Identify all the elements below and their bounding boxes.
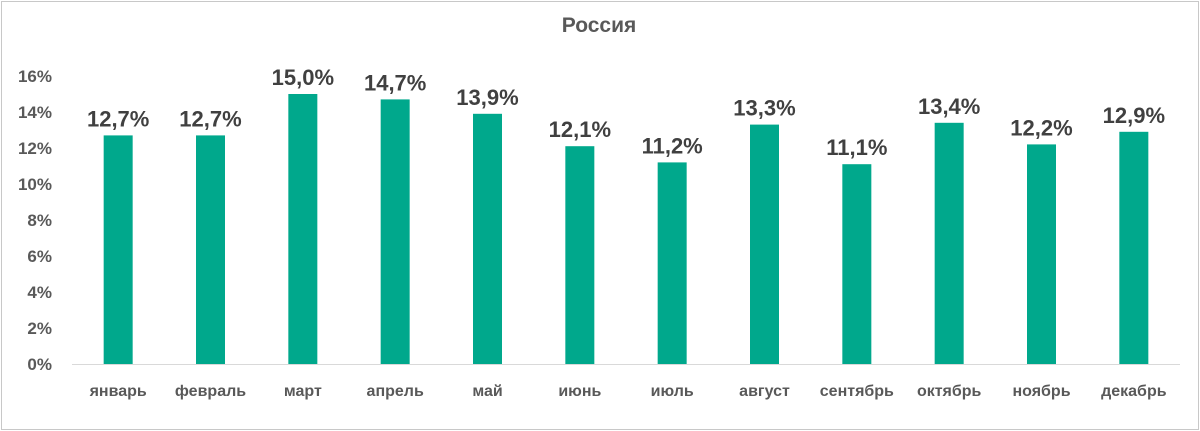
- data-label: 12,2%: [1010, 115, 1072, 140]
- x-tick-label: февраль: [175, 383, 246, 400]
- bar: [288, 94, 318, 364]
- bar: [934, 122, 964, 364]
- y-tick-label: 12%: [18, 139, 52, 158]
- data-label: 11,2%: [642, 133, 703, 158]
- data-label: 13,3%: [733, 96, 795, 121]
- y-tick-label: 2%: [27, 319, 52, 338]
- bar: [842, 164, 872, 364]
- data-label: 12,1%: [549, 117, 611, 142]
- x-tick-label: апрель: [367, 383, 424, 400]
- y-tick-label: 4%: [27, 283, 52, 302]
- data-label: 12,7%: [87, 106, 149, 131]
- data-label: 15,0%: [272, 65, 334, 90]
- x-tick-label: март: [284, 383, 322, 400]
- bar: [473, 113, 502, 364]
- y-tick-label: 10%: [18, 175, 52, 194]
- data-label: 13,9%: [456, 85, 518, 110]
- bar: [1027, 144, 1056, 364]
- data-label: 13,4%: [918, 94, 980, 119]
- y-tick-label: 14%: [18, 103, 52, 122]
- x-tick-label: ноябрь: [1012, 383, 1070, 400]
- data-label: 11,1%: [826, 135, 887, 160]
- bar: [380, 99, 410, 365]
- y-tick-label: 0%: [27, 355, 52, 374]
- y-tick-label: 8%: [27, 211, 52, 230]
- data-label: 12,9%: [1103, 103, 1165, 128]
- y-tick-label: 6%: [27, 247, 52, 266]
- y-tick-label: 16%: [18, 67, 52, 86]
- x-tick-label: май: [472, 383, 502, 400]
- x-tick-label: июль: [651, 383, 694, 400]
- bar: [103, 135, 133, 364]
- data-label: 14,7%: [364, 70, 426, 95]
- bar: [657, 162, 687, 364]
- bar: [565, 146, 595, 364]
- bar: [196, 135, 225, 364]
- x-tick-label: август: [739, 383, 790, 400]
- x-tick-label: октябрь: [917, 383, 982, 400]
- x-tick-label: июнь: [558, 383, 601, 400]
- x-tick-label: декабрь: [1101, 383, 1167, 400]
- data-label: 12,7%: [179, 106, 241, 131]
- bar: [750, 124, 779, 364]
- chart-title: Россия: [561, 14, 637, 37]
- x-tick-label: сентябрь: [820, 383, 894, 400]
- bar: [1119, 131, 1149, 364]
- x-tick-label: январь: [89, 383, 147, 400]
